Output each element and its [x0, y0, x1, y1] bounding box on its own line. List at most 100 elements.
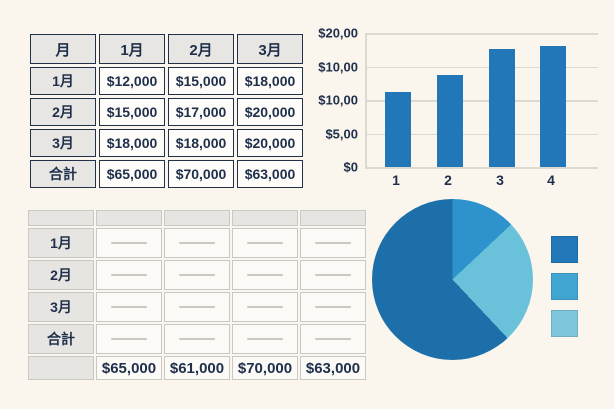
total-value-cell: $70,000 — [232, 356, 298, 380]
y-tick-label: $10,00 — [318, 92, 358, 108]
value-cell: $65,000 — [99, 160, 165, 188]
y-tick-label: $20,00 — [318, 25, 358, 41]
table-row: 1月 $12,000 $15,000 $18,000 — [30, 67, 303, 95]
row-label-cell: 合計 — [30, 160, 96, 188]
empty-label-cell — [28, 356, 94, 380]
empty-header-cell — [164, 210, 230, 226]
gridline — [367, 33, 598, 35]
placeholder-cell — [96, 260, 162, 290]
table-row: 2月 — [28, 260, 366, 290]
table-row: 合計 $65,000 $70,000 $63,000 — [30, 160, 303, 188]
table-row: 3月 — [28, 292, 366, 322]
dash-placeholder — [315, 242, 351, 244]
row-label-cell: 2月 — [30, 98, 96, 126]
row-label-cell: 3月 — [30, 129, 96, 157]
placeholder-cell — [232, 324, 298, 354]
bar-chart-y-axis: $20,00 $10,00 $10,00 $5,00 $0 — [310, 26, 358, 175]
x-tick-label: 1 — [392, 172, 400, 188]
empty-header-cell — [300, 210, 366, 226]
value-cell: $17,000 — [168, 98, 234, 126]
row-label-cell: 合計 — [28, 324, 94, 354]
blank-template-body: 1月 2月 3月 合計 $65,000 $61,000 $70,000 $63,000 — [28, 228, 366, 380]
dash-placeholder — [247, 242, 283, 244]
placeholder-cell — [96, 324, 162, 354]
dash-placeholder — [111, 306, 147, 308]
x-tick-label: 4 — [547, 172, 555, 188]
placeholder-cell — [232, 228, 298, 258]
pie-chart — [372, 199, 533, 360]
y-tick-label: $0 — [343, 159, 358, 175]
dash-placeholder — [179, 306, 215, 308]
table-row: 2月 $15,000 $17,000 $20,000 — [30, 98, 303, 126]
x-tick-label: 2 — [444, 172, 452, 188]
total-value-cell: $61,000 — [164, 356, 230, 380]
placeholder-cell — [300, 228, 366, 258]
bar-chart-x-axis: 1 2 3 4 — [365, 172, 596, 190]
footer-row: $65,000 $61,000 $70,000 $63,000 — [28, 356, 366, 380]
value-cell: $18,000 — [168, 129, 234, 157]
row-label-cell: 2月 — [28, 260, 94, 290]
value-cell: $20,000 — [237, 98, 303, 126]
blank-template-table: 1月 2月 3月 合計 $65,000 $61,000 $70,000 $63,000 — [26, 208, 368, 382]
column-header: 3月 — [237, 34, 303, 64]
empty-header-cell — [232, 210, 298, 226]
value-cell: $20,000 — [237, 129, 303, 157]
value-cell: $18,000 — [99, 129, 165, 157]
x-tick-label: 3 — [496, 172, 504, 188]
dash-placeholder — [315, 306, 351, 308]
dash-placeholder — [247, 306, 283, 308]
dash-placeholder — [111, 338, 147, 340]
value-cell: $18,000 — [237, 67, 303, 95]
dash-placeholder — [247, 274, 283, 276]
legend-swatch — [551, 273, 578, 300]
row-label-cell: 1月 — [30, 67, 96, 95]
empty-header-cell — [28, 210, 94, 226]
value-cell: $63,000 — [237, 160, 303, 188]
gridline — [367, 66, 598, 68]
y-tick-label: $10,00 — [318, 59, 358, 74]
row-label-cell: 3月 — [28, 292, 94, 322]
bar-chart-plot — [365, 33, 598, 169]
dash-placeholder — [315, 274, 351, 276]
placeholder-cell — [164, 292, 230, 322]
table-row: 3月 $18,000 $18,000 $20,000 — [30, 129, 303, 157]
bar — [385, 91, 411, 167]
column-header: 2月 — [168, 34, 234, 64]
legend-swatch — [551, 236, 578, 263]
placeholder-cell — [232, 260, 298, 290]
pie-legend — [551, 236, 578, 347]
placeholder-cell — [164, 324, 230, 354]
gridline — [367, 133, 598, 135]
legend-swatch — [551, 310, 578, 337]
gridline — [367, 100, 598, 102]
bar — [489, 49, 515, 167]
value-cell: $15,000 — [99, 98, 165, 126]
dash-placeholder — [111, 274, 147, 276]
dash-placeholder — [315, 338, 351, 340]
column-header: 1月 — [99, 34, 165, 64]
y-tick-label: $5,00 — [325, 126, 358, 141]
value-cell: $70,000 — [168, 160, 234, 188]
dash-placeholder — [179, 338, 215, 340]
value-cell: $12,000 — [99, 67, 165, 95]
placeholder-cell — [164, 228, 230, 258]
sales-summary-body: 1月 $12,000 $15,000 $18,000 2月 $15,000 $17,000 $… — [30, 67, 303, 188]
placeholder-cell — [232, 292, 298, 322]
row-label-cell: 1月 — [28, 228, 94, 258]
column-header: 月 — [30, 34, 96, 64]
value-cell: $15,000 — [168, 67, 234, 95]
sales-summary-table: 月 1月 2月 3月 1月 $12,000 $15,000 $18,000 2月 $15,000… — [27, 31, 306, 191]
placeholder-cell — [164, 260, 230, 290]
placeholder-cell — [96, 292, 162, 322]
placeholder-cell — [96, 228, 162, 258]
empty-header-cell — [96, 210, 162, 226]
dash-placeholder — [179, 274, 215, 276]
sales-summary-header-row: 月 1月 2月 3月 — [30, 34, 303, 64]
total-value-cell: $63,000 — [300, 356, 366, 380]
placeholder-cell — [300, 324, 366, 354]
dash-placeholder — [179, 242, 215, 244]
placeholder-cell — [300, 292, 366, 322]
table-row: 合計 — [28, 324, 366, 354]
placeholder-cell — [300, 260, 366, 290]
table-row: 1月 — [28, 228, 366, 258]
